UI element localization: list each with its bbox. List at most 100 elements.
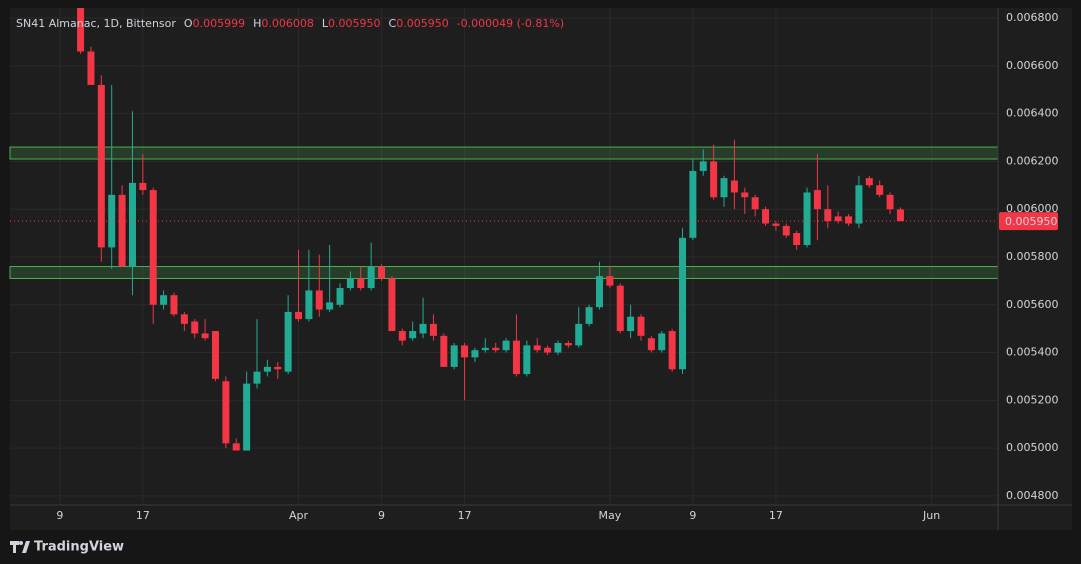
logo: [10, 541, 30, 553]
candle-body: [191, 321, 199, 334]
candle-body: [398, 331, 406, 341]
last-price-box: [999, 212, 1058, 231]
candle-body: [211, 331, 219, 379]
candle-body: [668, 331, 676, 370]
x-tick-label: 9: [378, 509, 385, 522]
c-label: C: [389, 17, 397, 30]
y-tick-label: 0.006200: [1006, 154, 1059, 167]
candle-body: [471, 350, 479, 358]
candle-body: [139, 182, 147, 191]
candle-body: [326, 302, 334, 310]
candle-body: [97, 84, 105, 248]
candle-body: [824, 209, 832, 222]
zone: [9, 266, 999, 279]
brand[interactable]: TradingView: [34, 540, 124, 555]
candle-body: [585, 307, 593, 324]
candle-body: [367, 266, 375, 289]
o-label: O: [184, 17, 193, 30]
x-tick-label: Apr: [289, 509, 309, 522]
candle-body: [305, 290, 313, 320]
last-price-label: 0.005950: [1005, 215, 1058, 228]
candle-body: [502, 340, 510, 351]
candle-body: [523, 345, 531, 375]
candle-body: [710, 161, 718, 198]
x-tick-label: 17: [136, 509, 150, 522]
candle-body: [886, 194, 894, 210]
candle-body: [149, 190, 157, 305]
x-tick-label: 17: [769, 509, 783, 522]
candle-body: [357, 278, 365, 289]
candle-body: [782, 225, 790, 236]
candle-body: [803, 192, 811, 246]
candle-body: [170, 295, 178, 315]
x-tick-label: 17: [458, 509, 472, 522]
candle-body: [87, 51, 95, 85]
candle-body: [118, 194, 126, 267]
candle-body: [793, 233, 801, 246]
candle-body: [751, 197, 759, 210]
candle-body: [222, 381, 230, 444]
candle-body: [284, 311, 292, 372]
y-tick-label: 0.006000: [1006, 202, 1059, 215]
candle-body: [243, 383, 251, 451]
candle-body: [160, 295, 168, 305]
candle-body: [896, 209, 904, 222]
c-value: 0.005950: [396, 17, 449, 30]
candle-body: [378, 266, 386, 279]
candle-body: [201, 333, 209, 339]
candle-body: [409, 331, 417, 339]
o-value: 0.005999: [193, 17, 246, 30]
candle-body: [429, 323, 437, 336]
candle-body: [419, 323, 427, 334]
y-tick-label: 0.005800: [1006, 250, 1059, 263]
candle-body: [637, 316, 645, 336]
candle-body: [128, 182, 136, 267]
candle-body: [492, 347, 500, 351]
candle-body: [647, 338, 655, 351]
logo-dot: [19, 541, 23, 545]
candle-body: [658, 333, 666, 351]
candle-body: [730, 180, 738, 193]
candle-body: [336, 288, 344, 305]
candle-body: [772, 223, 780, 226]
y-tick-label: 0.005600: [1006, 298, 1059, 311]
candle-body: [263, 366, 271, 372]
change: -0.000049 (-0.81%): [457, 17, 564, 30]
candle-body: [295, 311, 303, 320]
candle-body: [813, 190, 821, 210]
candle-body: [627, 316, 635, 332]
h-label: H: [253, 17, 261, 30]
axes: 0.004800 0.005000 0.005200 0.005400 0.005600…: [10, 8, 1072, 530]
candle-body: [533, 345, 541, 351]
candle-body: [315, 290, 323, 310]
candle-body: [346, 278, 354, 289]
y-tick-label: 0.006400: [1006, 107, 1059, 120]
candle-body: [232, 443, 240, 451]
candle-body: [845, 216, 853, 224]
candle-body: [180, 314, 188, 324]
candle-body: [741, 192, 749, 198]
candle-body: [512, 340, 520, 375]
candle-body: [595, 276, 603, 308]
h-value: 0.006008: [261, 17, 314, 30]
candle-body: [481, 347, 489, 351]
candle-body: [274, 366, 282, 370]
candle-body: [575, 323, 583, 346]
candle-body: [77, 8, 85, 52]
zone: [9, 146, 999, 160]
candle-body: [679, 237, 687, 370]
y-tick-label: 0.005200: [1006, 393, 1059, 406]
candle-body: [544, 347, 552, 353]
legend-header: SN41 Almanac, 1D, Bittensor O0.005999 H0.0…: [16, 17, 564, 30]
candle-body: [253, 371, 261, 384]
candle-body: [461, 345, 469, 358]
candle-body: [616, 285, 624, 332]
candle-body: [108, 194, 116, 248]
logo-mark: [10, 541, 30, 553]
candle-body: [855, 185, 863, 224]
candle-body: [689, 170, 697, 238]
l-label: L: [322, 17, 329, 30]
candle-body: [762, 209, 770, 224]
chart-panel: [10, 8, 1072, 530]
